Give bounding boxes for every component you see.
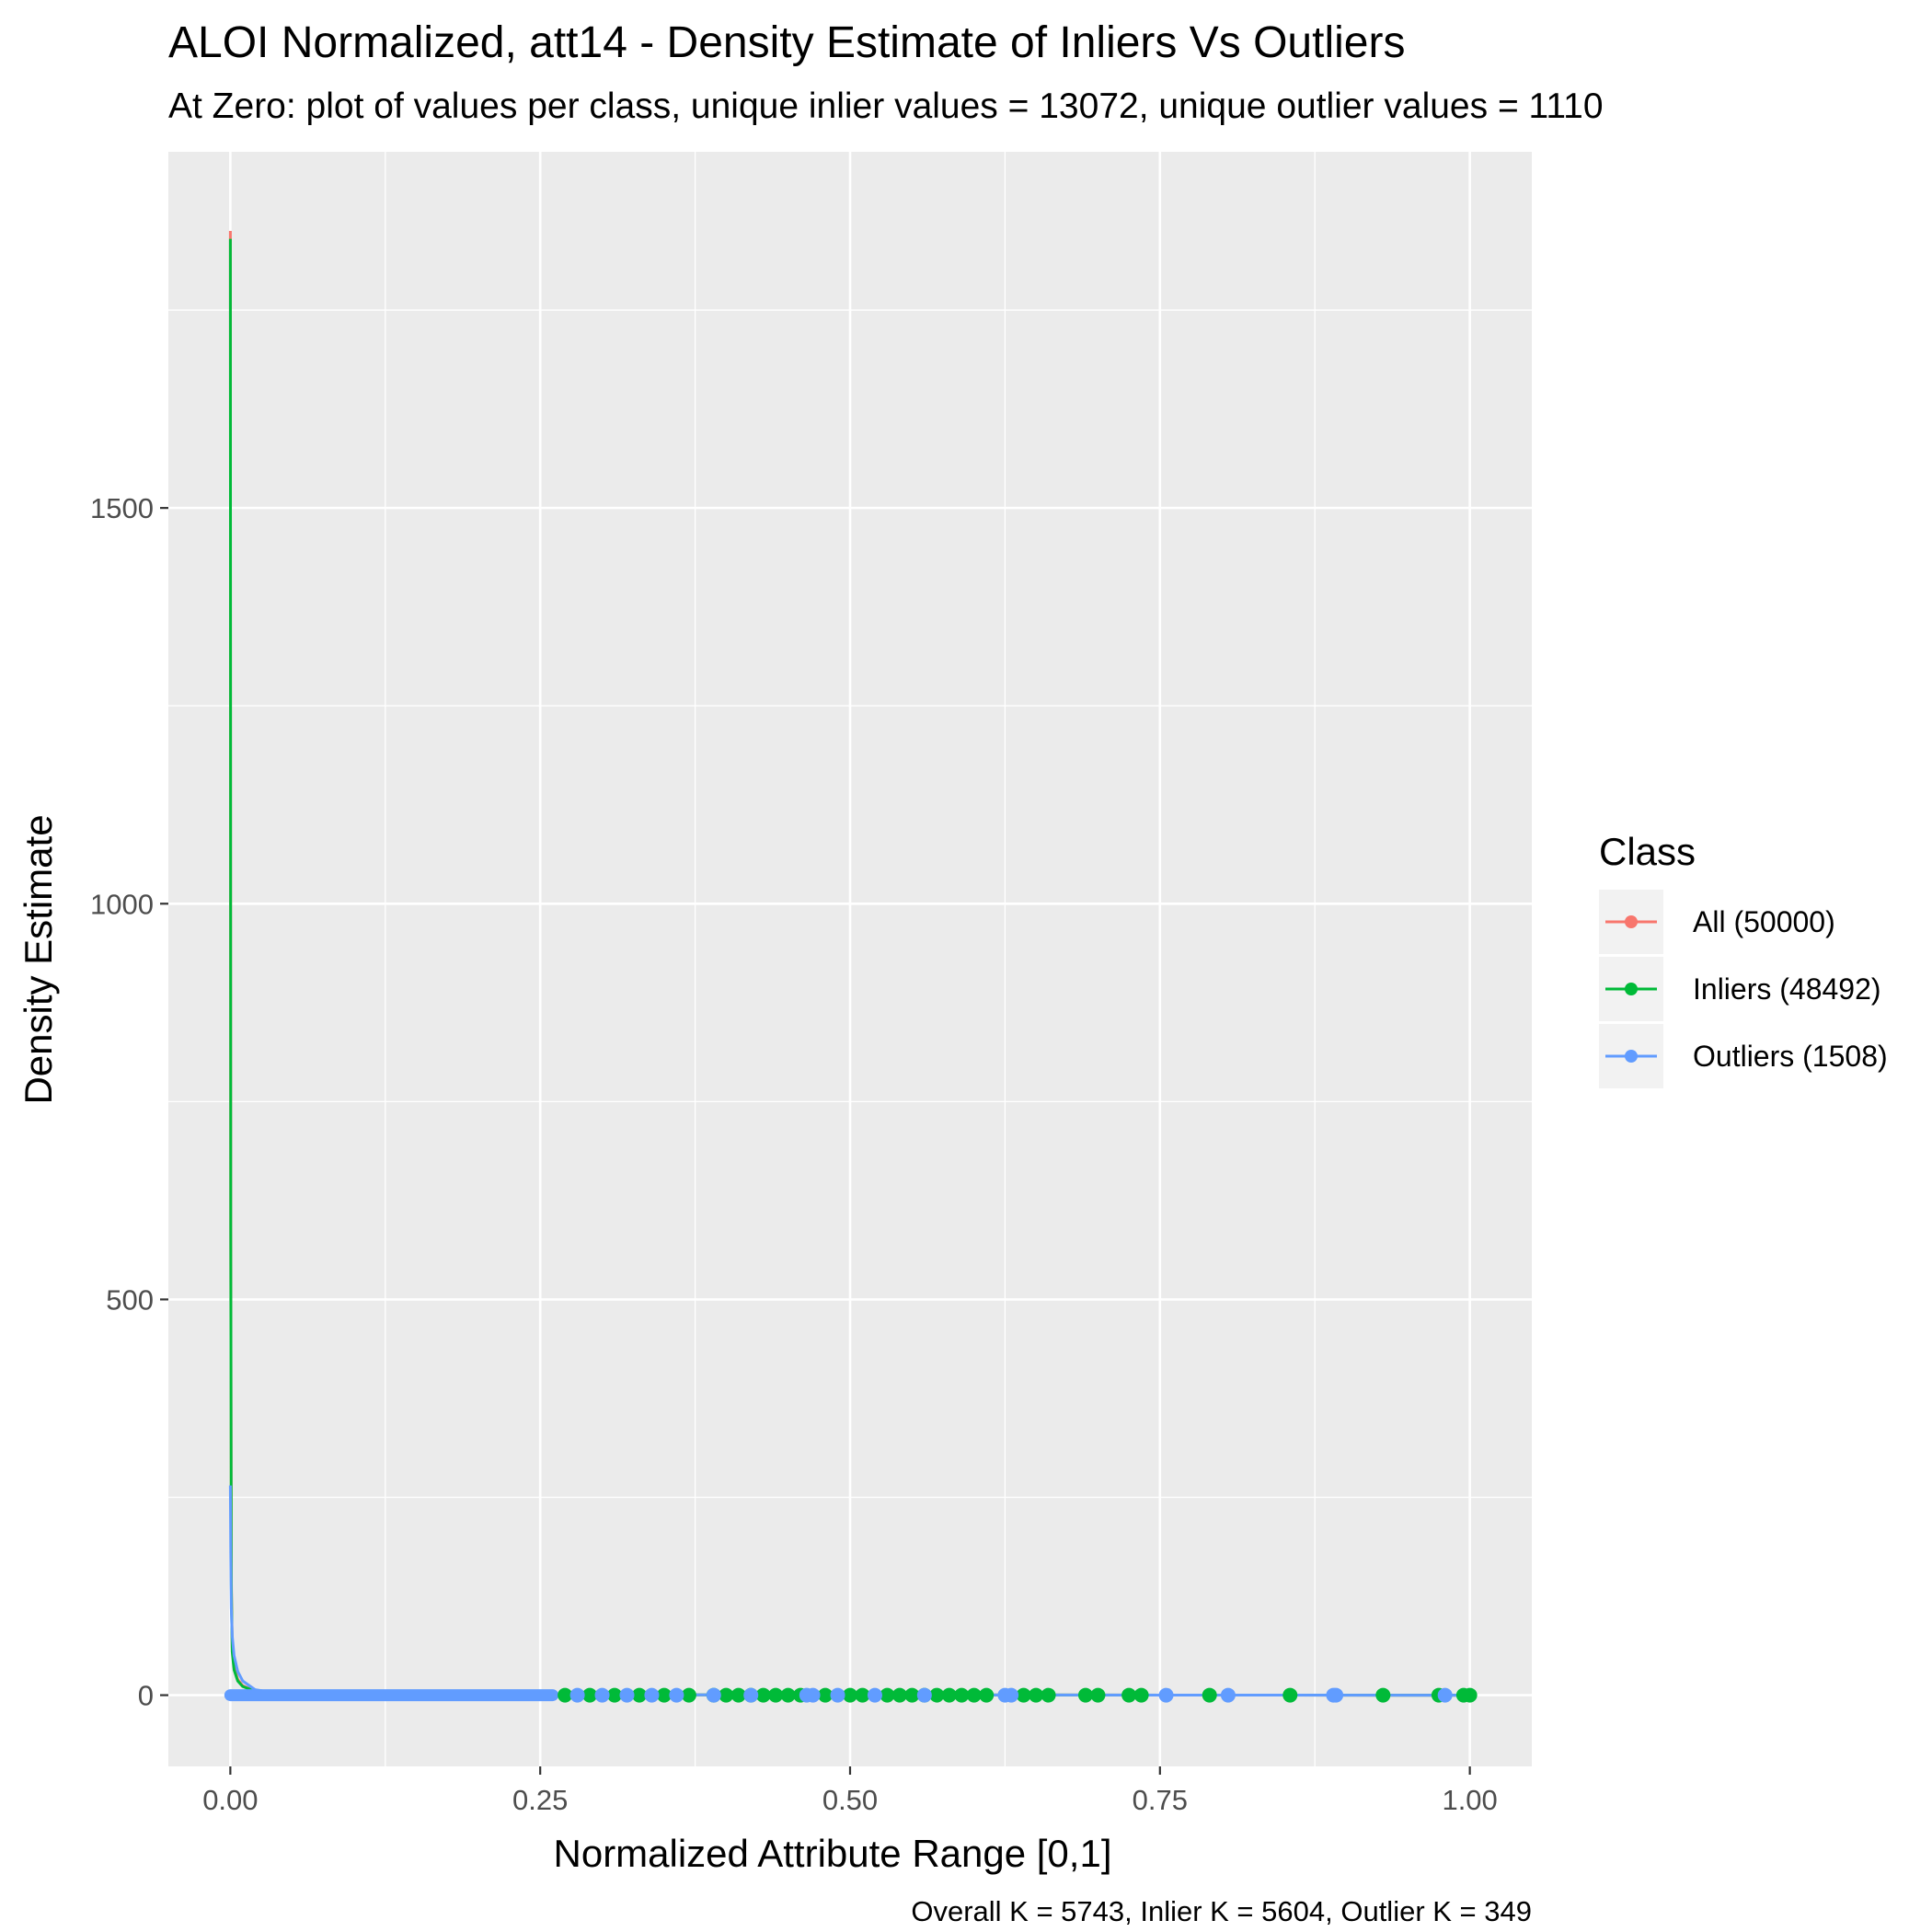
inlier-point	[681, 1687, 696, 1703]
chart-title: ALOI Normalized, att14 - Density Estimat…	[168, 18, 1405, 67]
inlier-point	[979, 1687, 995, 1703]
inlier-point	[954, 1687, 970, 1703]
inlier-point	[730, 1687, 746, 1703]
legend-label: Inliers (48492)	[1693, 972, 1881, 1006]
inlier-point	[582, 1687, 598, 1703]
x-tick-label: 0.00	[202, 1784, 258, 1816]
x-axis: 0.00 0.25 0.50 0.75 1.00	[202, 1766, 1498, 1816]
outlier-point	[569, 1687, 585, 1703]
legend-key-point	[1625, 983, 1638, 995]
inlier-point	[1041, 1687, 1056, 1703]
legend-items: All (50000) Inliers (48492) Outliers (1508…	[1599, 890, 1888, 1088]
inlier-point	[929, 1687, 945, 1703]
y-axis-title: Density Estimate	[17, 814, 60, 1104]
inlier-point	[558, 1687, 573, 1703]
chart-caption: Overall K = 5743, Inlier K = 5604, Outli…	[911, 1895, 1532, 1927]
x-tick-label: 1.00	[1442, 1784, 1497, 1816]
outlier-point	[619, 1687, 635, 1703]
y-tick-label: 500	[106, 1283, 154, 1316]
inlier-point	[755, 1687, 771, 1703]
inlier-point	[843, 1687, 857, 1703]
outlier-point	[830, 1687, 845, 1703]
inlier-point	[1462, 1687, 1478, 1703]
inlier-point	[656, 1687, 672, 1703]
outlier-point	[1328, 1687, 1344, 1703]
inlier-point	[1133, 1687, 1149, 1703]
x-tick-label: 0.25	[512, 1784, 568, 1816]
outlier-point	[594, 1687, 610, 1703]
inlier-point	[1282, 1687, 1298, 1703]
inlier-point	[1016, 1687, 1031, 1703]
x-axis-title: Normalized Attribute Range [0,1]	[554, 1832, 1112, 1875]
inlier-point	[904, 1687, 920, 1703]
inlier-point	[855, 1687, 870, 1703]
inlier-point	[768, 1687, 784, 1703]
legend-key-point	[1625, 915, 1638, 928]
outlier-point	[805, 1687, 821, 1703]
inlier-point	[1029, 1687, 1044, 1703]
inlier-point	[818, 1687, 834, 1703]
y-tick-label: 0	[138, 1680, 154, 1712]
outlier-point	[1004, 1687, 1019, 1703]
legend-label: All (50000)	[1693, 905, 1835, 938]
y-tick-label: 1000	[90, 888, 154, 920]
chart-subtitle: At Zero: plot of values per class, uniqu…	[168, 86, 1604, 126]
outlier-point	[1158, 1687, 1174, 1703]
legend-key-point	[1625, 1050, 1638, 1063]
y-axis: 0 500 1000 1500	[90, 492, 168, 1712]
inlier-point	[607, 1687, 623, 1703]
outlier-point	[1220, 1687, 1236, 1703]
inlier-point	[1202, 1687, 1217, 1703]
outlier-point	[706, 1687, 721, 1703]
inlier-point	[780, 1687, 796, 1703]
outlier-point	[1437, 1687, 1453, 1703]
rug-layer	[224, 1687, 1478, 1703]
outlier-point	[916, 1687, 932, 1703]
x-tick-label: 0.50	[822, 1784, 878, 1816]
outlier-point	[669, 1687, 684, 1703]
inlier-point	[966, 1687, 982, 1703]
inlier-point	[941, 1687, 957, 1703]
outlier-point	[644, 1687, 660, 1703]
inlier-point	[719, 1687, 734, 1703]
inlier-point	[1077, 1687, 1093, 1703]
inlier-point	[880, 1687, 895, 1703]
legend-label: Outliers (1508)	[1693, 1040, 1888, 1073]
inlier-point	[631, 1687, 647, 1703]
outlier-point	[743, 1687, 759, 1703]
inlier-point	[891, 1687, 907, 1703]
legend: Class All (50000) Inliers (48492) Outliers…	[1599, 830, 1888, 1088]
outlier-point	[867, 1687, 882, 1703]
x-tick-label: 0.75	[1133, 1784, 1188, 1816]
inlier-point	[1375, 1687, 1391, 1703]
y-tick-label: 1500	[90, 492, 154, 524]
inlier-point	[1121, 1687, 1137, 1703]
legend-title: Class	[1599, 830, 1696, 873]
inlier-point	[1090, 1687, 1106, 1703]
